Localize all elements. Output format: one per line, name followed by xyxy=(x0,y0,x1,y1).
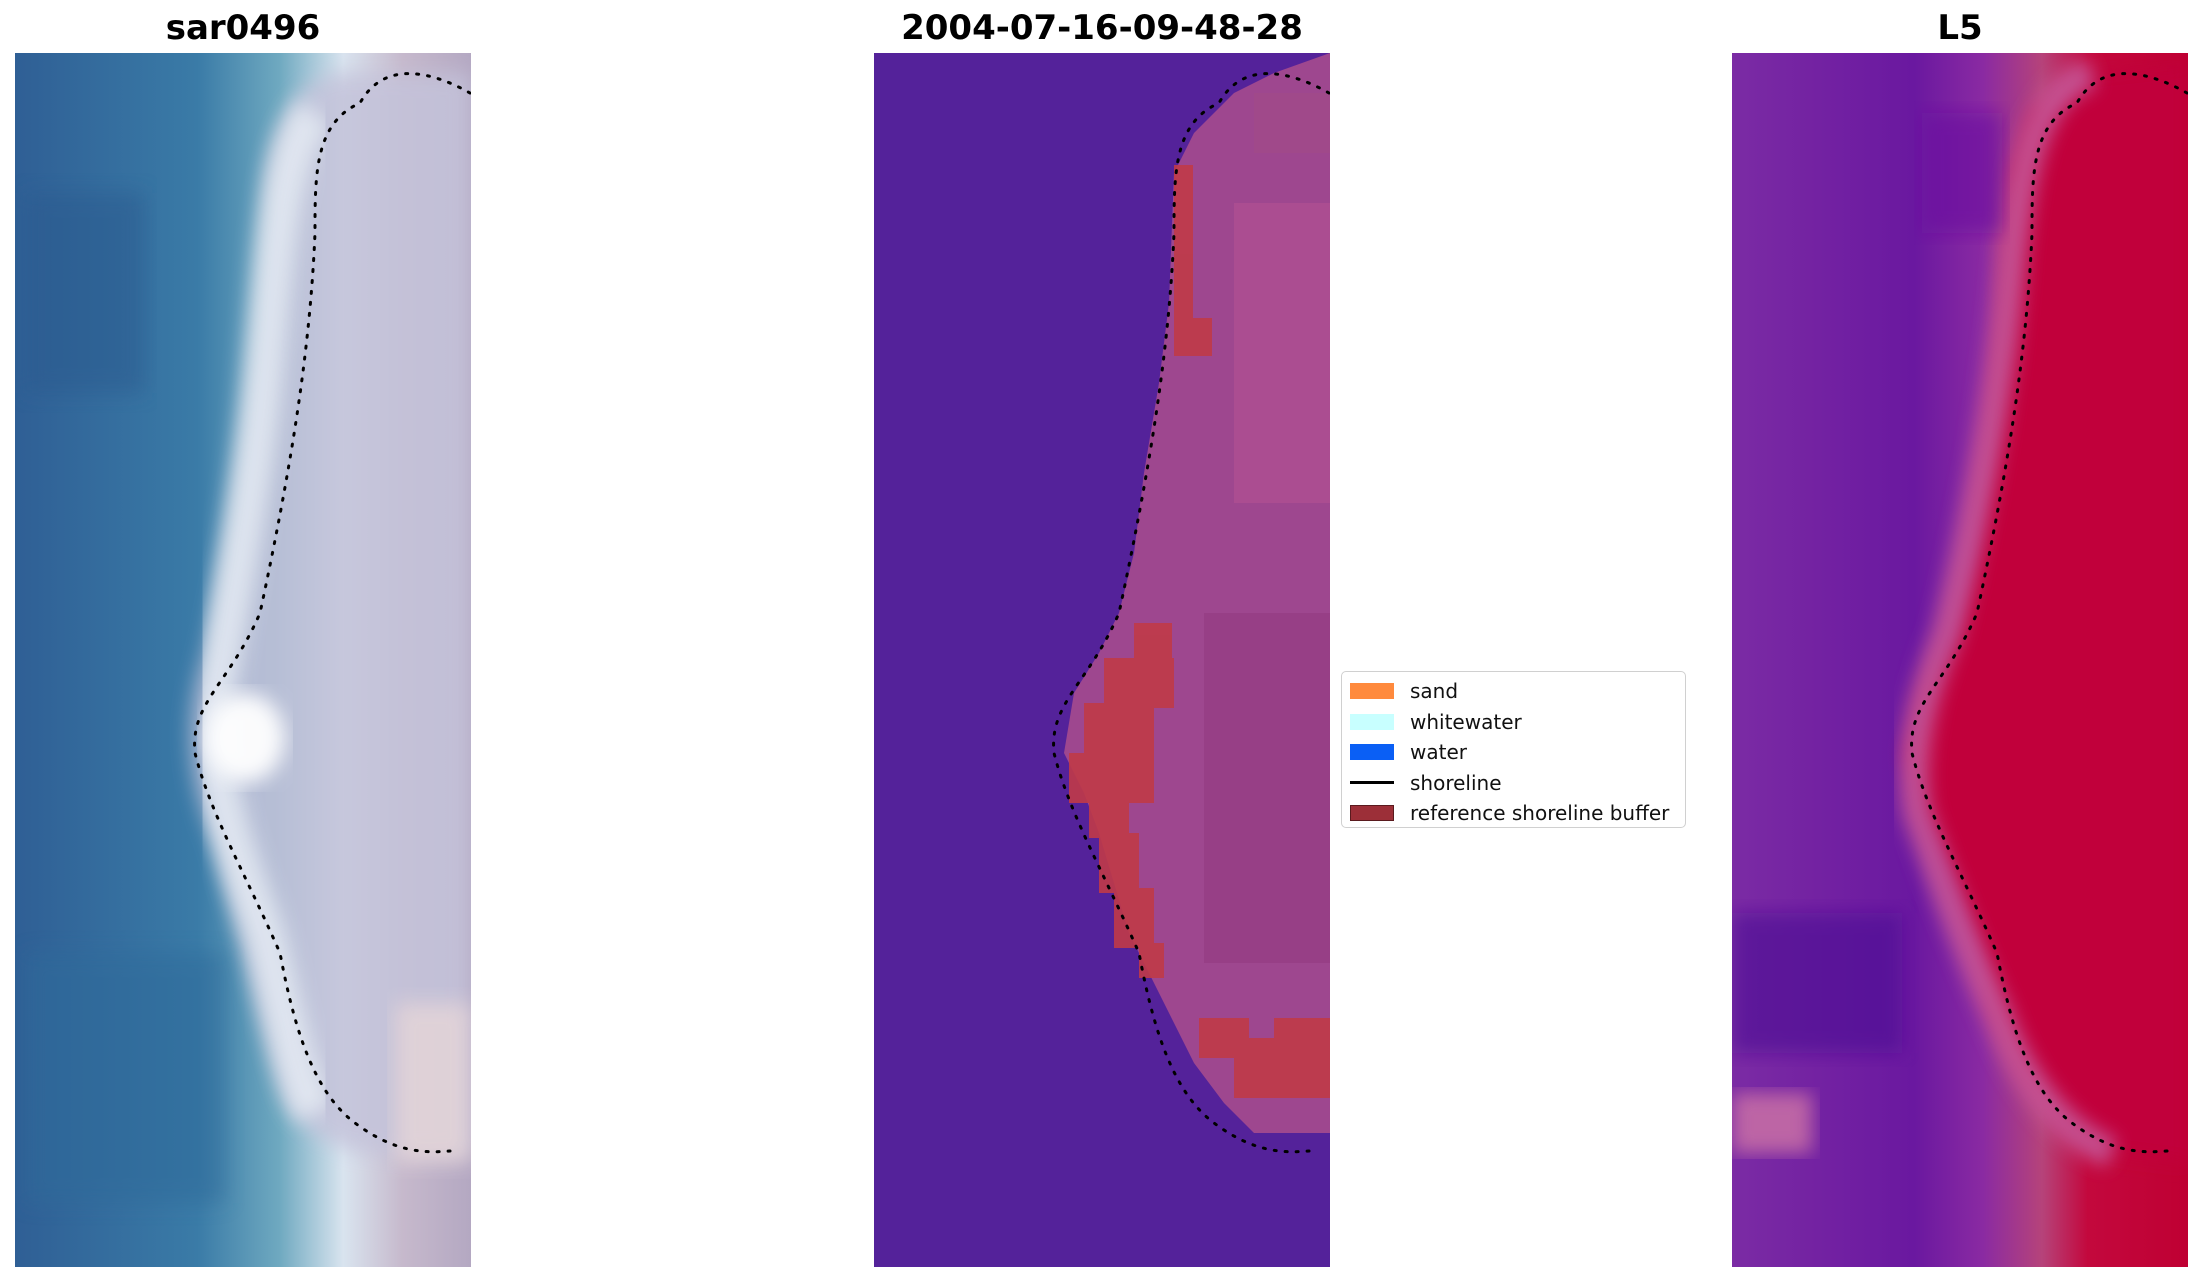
water-swatch xyxy=(1350,744,1394,761)
classification-image xyxy=(1052,53,1330,1154)
panel-title-index: L5 xyxy=(1937,8,1983,48)
rgb-image-panel xyxy=(15,53,471,1267)
classification-panel xyxy=(874,53,1330,1267)
panel-title-classification: 2004-07-16-09-48-28 xyxy=(901,8,1303,48)
shoreline-dots xyxy=(193,72,471,1154)
legend-label: whitewater xyxy=(1410,709,1522,734)
legend-item-whitewater: whitewater xyxy=(1350,707,1677,738)
legend-label: reference shoreline buffer xyxy=(1410,801,1670,826)
legend: sand whitewater water shoreline referenc… xyxy=(1341,671,1686,828)
shoreline-dots xyxy=(1052,72,1330,1154)
shoreline-line-icon xyxy=(1350,781,1394,785)
reference-buffer-pixels xyxy=(1069,165,1330,1098)
index-panel xyxy=(1732,53,2188,1267)
legend-item-reference-buffer: reference shoreline buffer xyxy=(1350,798,1677,829)
legend-label: shoreline xyxy=(1410,770,1502,795)
legend-item-sand: sand xyxy=(1350,676,1677,707)
whitewater-swatch xyxy=(1350,713,1394,730)
index-image xyxy=(1732,58,2188,1167)
legend-item-water: water xyxy=(1350,737,1677,768)
sand-swatch xyxy=(1350,683,1394,700)
shoreline-dots xyxy=(1910,72,2188,1154)
panel-title-rgb: sar0496 xyxy=(165,8,321,48)
legend-item-shoreline: shoreline xyxy=(1350,768,1677,799)
rgb-image xyxy=(25,72,471,1203)
legend-label: water xyxy=(1410,740,1467,765)
legend-label: sand xyxy=(1410,679,1459,704)
reference-buffer-swatch xyxy=(1350,805,1394,822)
